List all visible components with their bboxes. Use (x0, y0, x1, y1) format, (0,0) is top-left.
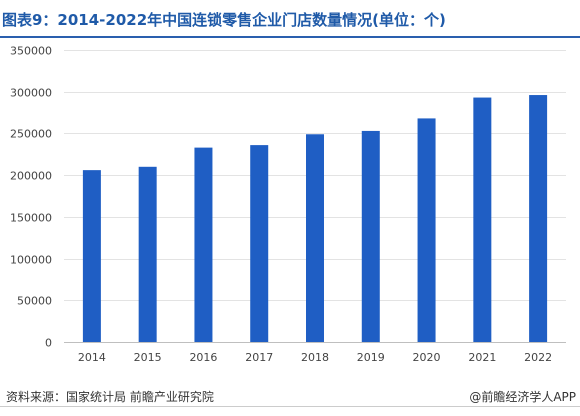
y-tick-label: 200000 (10, 170, 52, 183)
bar (82, 170, 101, 342)
bar (250, 145, 269, 342)
bar (361, 130, 380, 342)
y-tick-label: 300000 (10, 87, 52, 100)
x-tick-label: 2017 (245, 351, 273, 364)
bar (138, 166, 157, 342)
x-tick-label: 2022 (524, 351, 552, 364)
chart-title: 图表9：2014-2022年中国连锁零售企业门店数量情况(单位：个) (2, 11, 446, 29)
bar (306, 134, 324, 342)
y-tick-label: 150000 (10, 212, 52, 225)
x-tick-label: 2020 (413, 351, 441, 364)
y-tick-label: 50000 (17, 295, 52, 308)
bar (194, 147, 213, 342)
x-tick-label: 2016 (189, 351, 217, 364)
source-note: 资料来源：国家统计局 前瞻产业研究院 (6, 390, 214, 404)
x-tick-label: 2019 (357, 351, 385, 364)
y-tick-label: 100000 (10, 254, 52, 267)
y-tick-label: 250000 (10, 128, 52, 141)
footer-divider (0, 406, 580, 407)
x-tick-label: 2018 (301, 351, 329, 364)
bar (529, 95, 548, 343)
y-tick-label: 350000 (10, 45, 52, 58)
brand-credit: @前瞻经济学人APP (469, 390, 576, 404)
x-tick-label: 2015 (134, 351, 162, 364)
title-divider (0, 36, 580, 38)
x-tick-label: 2014 (78, 351, 106, 364)
y-tick-label: 0 (45, 337, 52, 350)
bar (473, 97, 492, 342)
bar (417, 118, 436, 342)
x-tick-label: 2021 (468, 351, 496, 364)
bar-chart: 0 50000 100000 150000 200000 250000 300000 3500… (10, 45, 566, 364)
